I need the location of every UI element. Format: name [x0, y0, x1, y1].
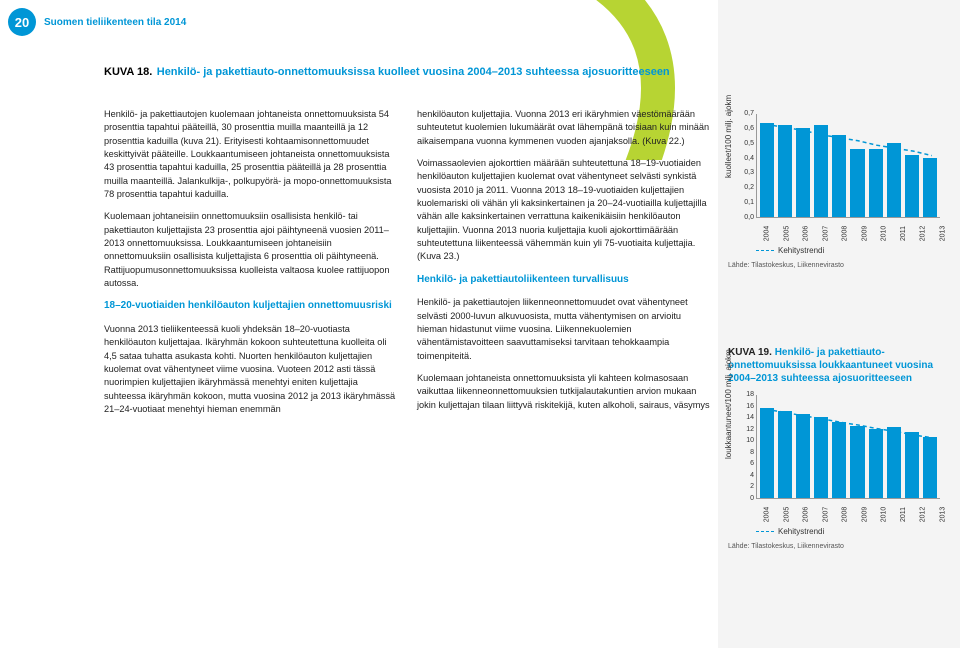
y-tick: 14 [740, 414, 754, 421]
subheading: Henkilö- ja pakettiautoliikenteen turval… [417, 273, 710, 288]
chart2-source: Lähde: Tilastokeskus, Liikennevirasto [728, 543, 844, 550]
x-tick: 2005 [783, 507, 790, 523]
x-tick: 2011 [900, 507, 907, 522]
para: Voimassaolevien ajokorttien määrään suht… [417, 157, 710, 264]
chart-kuva18: kuolleet/100 milj. ajokm 0,70,60,50,40,3… [728, 108, 950, 248]
x-tick: 2011 [900, 226, 907, 241]
y-tick: 12 [740, 426, 754, 433]
y-tick: 16 [740, 403, 754, 410]
bar [760, 408, 774, 498]
x-tick: 2009 [861, 507, 868, 523]
y-tick: 18 [740, 391, 754, 398]
y-tick: 0,1 [740, 199, 754, 206]
doc-title: Suomen tieliikenteen tila 2014 [44, 17, 186, 28]
bar [832, 135, 846, 217]
legend-dash-icon [756, 250, 774, 251]
para: Henkilö- ja pakettiautojen liikenneonnet… [417, 296, 710, 363]
para: Kuolemaan johtaneista onnettomuuksista y… [417, 372, 710, 412]
figure-18-label: KUVA 18. [104, 66, 152, 78]
y-tick: 8 [740, 449, 754, 456]
figure-18-title: Henkilö- ja pakettiauto-onnettomuuksissa… [157, 66, 670, 78]
y-tick: 0,5 [740, 140, 754, 147]
x-tick: 2008 [842, 226, 849, 242]
x-tick: 2006 [802, 507, 809, 523]
chart1-plot [756, 114, 940, 218]
bar [760, 123, 774, 217]
subheading: 18–20-vuotiaiden henkilöauton kuljettaji… [104, 299, 397, 314]
bar [796, 128, 810, 217]
bar [850, 426, 864, 498]
x-tick: 2005 [783, 226, 790, 242]
y-tick: 0,0 [740, 214, 754, 221]
chart2-y-label: loukkaantuneet/100 milj. ajokm [724, 349, 733, 459]
column-right: henkilöauton kuljettajia. Vuonna 2013 er… [417, 108, 710, 425]
x-tick: 2012 [919, 226, 926, 242]
x-tick: 2007 [822, 507, 829, 523]
y-tick: 10 [740, 437, 754, 444]
bar [905, 155, 919, 217]
chart1-source: Lähde: Tilastokeskus, Liikennevirasto [728, 262, 844, 269]
chart2-plot [756, 395, 940, 499]
x-tick: 2009 [861, 226, 868, 242]
x-tick: 2004 [763, 507, 770, 523]
bar [814, 417, 828, 498]
x-tick: 2007 [822, 226, 829, 242]
column-left: Henkilö- ja pakettiautojen kuolemaan joh… [104, 108, 397, 425]
bar [887, 143, 901, 217]
page-header: 20 Suomen tieliikenteen tila 2014 [8, 8, 186, 36]
para: Kuolemaan johtaneisiin onnettomuuksiin o… [104, 210, 397, 290]
bar [796, 414, 810, 498]
y-tick: 0,7 [740, 110, 754, 117]
bar [905, 432, 919, 498]
y-tick: 4 [740, 472, 754, 479]
legend-label: Kehitystrendi [778, 527, 824, 536]
bar [850, 149, 864, 217]
chart1-legend: Kehitystrendi [756, 246, 824, 255]
bar [923, 158, 937, 217]
para: Vuonna 2013 tieliikenteessä kuoli yhdeks… [104, 323, 397, 416]
bar [778, 125, 792, 217]
y-tick: 2 [740, 483, 754, 490]
y-tick: 0 [740, 495, 754, 502]
y-tick: 0,3 [740, 169, 754, 176]
figure-18-caption: KUVA 18. Henkilö- ja pakettiauto-onnetto… [104, 62, 710, 80]
legend-dash-icon [756, 531, 774, 532]
x-tick: 2006 [802, 226, 809, 242]
x-tick: 2013 [939, 507, 946, 523]
bar [869, 149, 883, 217]
y-tick: 0,6 [740, 125, 754, 132]
x-tick: 2013 [939, 226, 946, 242]
body-columns: Henkilö- ja pakettiautojen kuolemaan joh… [104, 108, 710, 425]
figure-19-caption: KUVA 19. Henkilö- ja pakettiauto-onnetto… [728, 346, 950, 385]
para: Henkilö- ja pakettiautojen kuolemaan joh… [104, 108, 397, 201]
x-tick: 2004 [763, 226, 770, 242]
bar [887, 427, 901, 498]
x-tick: 2008 [842, 507, 849, 523]
bar [869, 429, 883, 498]
bar [778, 411, 792, 498]
chart2-legend: Kehitystrendi [756, 527, 824, 536]
bar [832, 422, 846, 498]
chart1-y-label: kuolleet/100 milj. ajokm [724, 95, 733, 178]
y-tick: 6 [740, 460, 754, 467]
x-tick: 2010 [881, 226, 888, 242]
y-tick: 0,4 [740, 155, 754, 162]
y-tick: 0,2 [740, 184, 754, 191]
sidebar-grey-bg [718, 0, 960, 648]
x-tick: 2012 [919, 507, 926, 523]
chart-kuva19: KUVA 19. Henkilö- ja pakettiauto-onnetto… [728, 346, 950, 529]
bar [814, 125, 828, 217]
para: henkilöauton kuljettajia. Vuonna 2013 er… [417, 108, 710, 148]
page-number-badge: 20 [8, 8, 36, 36]
bar [923, 437, 937, 498]
figure-19-label: KUVA 19. [728, 347, 772, 358]
legend-label: Kehitystrendi [778, 246, 824, 255]
x-tick: 2010 [881, 507, 888, 523]
